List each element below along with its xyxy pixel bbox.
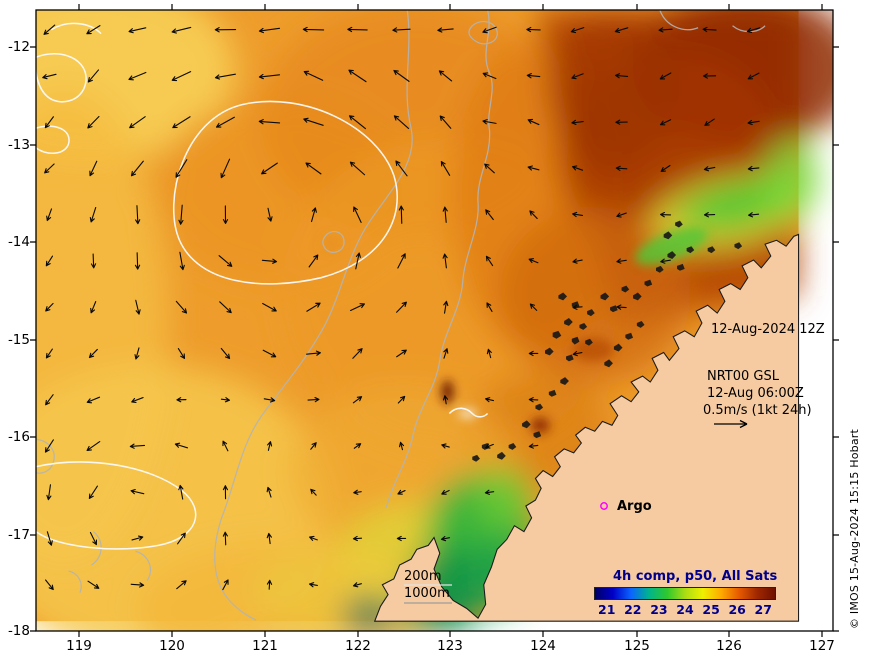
y-tick-label: -12 [7,39,30,55]
model-time-label: 12-Aug 06:00Z [707,386,804,401]
colorbar-tick: 25 [702,602,720,617]
colorbar-tick: 24 [676,602,694,617]
colorbar-tick: 27 [754,602,772,617]
x-tick-label: 121 [252,638,278,654]
model-name-label: NRT00 GSL [707,369,779,384]
credit-text: © IMOS 15-Aug-2024 15:15 Hobart [848,429,861,629]
colorbar-title: 4h comp, p50, All Sats [613,569,778,584]
y-tick-label: -13 [7,137,30,153]
colorbar-tick: 23 [650,602,668,617]
contour-200m-label: 200m [404,569,442,584]
vector-scale-label: 0.5m/s (1kt 24h) [703,403,812,418]
x-tick-label: 126 [716,638,742,654]
colorbar-tick: 21 [598,602,616,617]
analysis-datetime-label: 12-Aug-2024 12Z [711,322,825,337]
sst-colorbar [594,587,776,600]
x-tick-label: 123 [437,638,463,654]
x-tick-label: 122 [345,638,371,654]
x-tick-label: 120 [159,638,185,654]
x-tick-label: 127 [809,638,835,654]
y-tick-label: -18 [7,623,30,639]
contour-1000m-label: 1000m [404,586,450,601]
sst-map [36,10,833,631]
colorbar-tick-labels: 21 22 23 24 25 26 27 [594,602,776,617]
x-tick-label: 119 [66,638,92,654]
argo-label: Argo [617,499,652,514]
x-tick-label: 124 [530,638,556,654]
y-tick-label: -14 [7,234,30,250]
y-tick-label: -16 [7,429,30,445]
x-tick-label: 125 [624,638,650,654]
colorbar-tick: 22 [624,602,642,617]
y-tick-label: -17 [7,527,30,543]
y-tick-label: -15 [7,332,30,348]
colorbar-tick: 26 [728,602,746,617]
